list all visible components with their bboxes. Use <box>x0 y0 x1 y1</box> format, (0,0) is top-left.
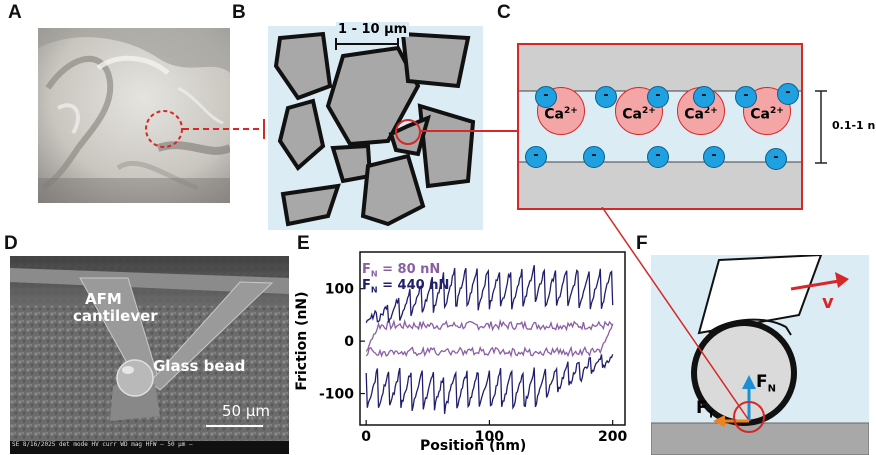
cantilever-label: AFM cantilever <box>73 291 158 325</box>
tangential-force-subscript: T <box>707 409 715 421</box>
zoom-connector-a <box>145 110 265 148</box>
tangential-force-label: FT <box>696 398 714 420</box>
anion-layer: ----------- <box>517 43 799 206</box>
tangential-force-symbol: F <box>696 398 708 418</box>
gap-scale-label: 0.1-1 nm <box>832 119 876 132</box>
bead-label: Glass bead <box>153 357 246 375</box>
ion-symbol: Ca <box>544 106 564 123</box>
anion: - <box>595 86 617 108</box>
y-tick-label: -100 <box>319 387 354 403</box>
grain-scale-label: 1 - 10 µm <box>336 22 410 37</box>
legend-subscript: N <box>370 269 378 279</box>
cation-row: Ca2+ Ca2+ Ca2+ Ca2+ <box>517 87 799 150</box>
ion-charge: 2+ <box>703 106 718 116</box>
panel-label-f: F <box>636 233 648 254</box>
sem-info-bar: SE 8/16/2025 det mode HV curr WD mag HFW… <box>12 441 193 448</box>
legend-subscript: N <box>370 285 378 295</box>
velocity-label: v <box>822 292 834 313</box>
panel-label-d: D <box>4 233 18 254</box>
grain-panel <box>268 26 483 230</box>
grain <box>330 143 373 184</box>
sem-image <box>10 256 289 454</box>
sliding-panel <box>651 255 869 455</box>
series-80nN-backward <box>365 323 614 358</box>
panel-label-b: B <box>232 2 246 23</box>
legend-item-440nN: FN = 440 nN <box>362 278 449 295</box>
panel-label-e: E <box>297 233 310 254</box>
x-tick-label: 200 <box>598 429 627 445</box>
anion: - <box>647 146 669 168</box>
series-440nN-forward <box>365 264 614 324</box>
grain <box>417 103 476 189</box>
grain <box>400 31 471 89</box>
series-440nN-backward <box>365 354 614 414</box>
anion: - <box>647 86 669 108</box>
cantilever-label-line2: cantilever <box>73 307 158 325</box>
normal-force-label: FN <box>756 372 776 394</box>
legend-text: = 440 nN <box>377 278 450 293</box>
friction-chart: 0 100 200 100 0 -100 <box>319 251 628 445</box>
cantilever-label-line1: AFM <box>85 290 122 308</box>
y-tick-label: 100 <box>325 282 354 298</box>
legend-symbol: F <box>362 278 371 293</box>
ion-symbol: Ca <box>684 106 704 123</box>
normal-force-subscript: N <box>767 383 776 395</box>
sem-scale-label: 50 µm <box>222 402 271 420</box>
anion: - <box>703 146 725 168</box>
panel-label-a: A <box>8 2 22 23</box>
normal-force-symbol: F <box>756 372 768 392</box>
ion-charge: 2+ <box>563 106 578 116</box>
anion: - <box>525 146 547 168</box>
series-80nN-forward <box>365 318 614 352</box>
grain <box>277 98 326 172</box>
x-axis-label: Position (nm) <box>420 438 527 454</box>
legend-item-80nN: FN = 80 nN <box>362 262 440 279</box>
calcium-ion: Ca2+ <box>677 87 725 135</box>
anion: - <box>535 86 557 108</box>
zoom-connector-b <box>419 130 519 132</box>
legend-text: = 80 nN <box>377 262 441 277</box>
grain <box>280 183 341 227</box>
panel-label-c: C <box>497 2 511 23</box>
zoom-connector-c <box>601 207 749 420</box>
x-tick-label: 100 <box>475 429 504 445</box>
anion: - <box>777 83 799 105</box>
y-axis-label: Friction (nN) <box>294 291 310 391</box>
clay-photo <box>38 28 230 203</box>
y-tick-label: 0 <box>344 334 354 350</box>
grain <box>360 153 426 227</box>
anion: - <box>693 86 715 108</box>
ion-symbol: Ca <box>622 106 642 123</box>
anion: - <box>735 86 757 108</box>
legend-symbol: F <box>362 262 371 277</box>
anion: - <box>583 146 605 168</box>
ion-charge: 2+ <box>769 106 784 116</box>
ion-charge: 2+ <box>641 106 656 116</box>
x-tick-label: 0 <box>361 429 371 445</box>
anion: - <box>765 148 787 170</box>
gap-scale-bar <box>815 90 827 164</box>
grain <box>273 31 333 101</box>
ion-symbol: Ca <box>750 106 770 123</box>
